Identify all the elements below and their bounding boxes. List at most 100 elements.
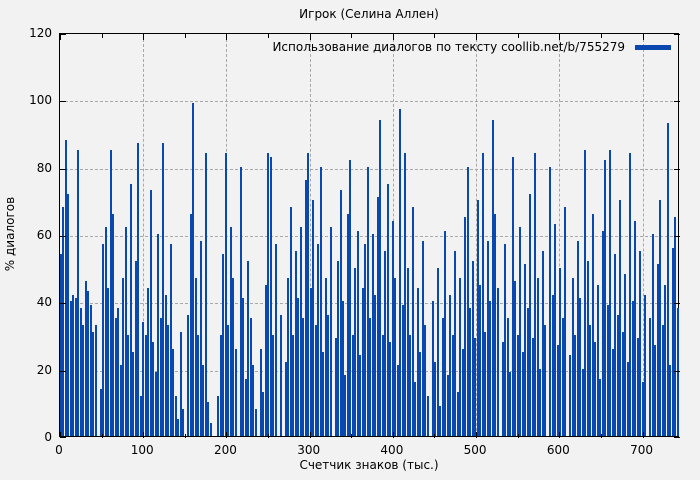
chart-bar — [324, 277, 327, 436]
chart-bar — [222, 254, 225, 436]
chart-bar — [339, 190, 342, 436]
chart-title: Игрок (Селина Аллен) — [299, 7, 439, 21]
x-tick-mark — [143, 432, 145, 438]
chart-bar — [164, 294, 167, 436]
chart-bar — [287, 277, 289, 436]
chart-bar — [666, 122, 669, 436]
chart-bar — [84, 281, 87, 436]
y-tick-label: 80 — [36, 160, 52, 175]
chart-bar — [514, 281, 517, 436]
legend-swatch — [635, 44, 671, 50]
chart-bar — [649, 318, 651, 436]
chart-bar — [479, 284, 482, 436]
chart-bar — [337, 260, 339, 436]
x-tick-mark — [392, 432, 394, 438]
y-tick-mark — [60, 303, 66, 305]
chart-bar — [426, 395, 429, 436]
y-tick-mark — [674, 303, 680, 305]
x-tick-mark — [476, 432, 478, 438]
x-minor-tick-mark — [517, 434, 519, 438]
chart-bar — [354, 267, 357, 436]
chart-bar — [142, 321, 145, 436]
chart-bar — [64, 139, 67, 436]
chart-bar — [174, 395, 177, 436]
x-minor-tick-mark — [351, 34, 353, 38]
chart-bar — [416, 287, 419, 436]
chart-bar — [486, 240, 489, 436]
x-minor-tick-mark — [184, 34, 186, 38]
chart-bar — [536, 277, 539, 436]
chart-bar — [619, 200, 622, 436]
chart-bar — [159, 318, 162, 436]
chart-bar — [591, 213, 594, 436]
chart-bar — [439, 405, 442, 436]
chart-bar — [67, 193, 70, 436]
x-minor-tick-mark — [184, 434, 186, 438]
gridline-vertical — [559, 34, 561, 436]
legend-label: Использование диалогов по тексту coollib… — [272, 40, 625, 54]
chart-bar — [471, 260, 474, 436]
chart-bar — [651, 234, 654, 436]
chart-bar — [469, 308, 472, 436]
chart-bar — [584, 149, 587, 436]
x-tick-label: 300 — [297, 443, 321, 457]
chart-bar — [179, 331, 182, 436]
chart-bar — [476, 200, 479, 436]
x-tick-label: 0 — [55, 443, 63, 457]
chart-bar — [464, 217, 467, 436]
chart-bar — [434, 361, 437, 436]
chart-bar — [454, 250, 457, 436]
chart-bar — [366, 166, 369, 436]
chart-bar — [192, 102, 195, 436]
chart-bar — [249, 318, 252, 436]
x-tick-mark — [60, 34, 61, 40]
x-tick-mark — [226, 34, 228, 40]
chart-bar — [414, 382, 417, 436]
chart-bar — [521, 351, 524, 436]
chart-bar — [576, 240, 579, 436]
y-tick-mark — [60, 34, 66, 35]
x-tick-label: 700 — [630, 443, 653, 457]
chart-bar — [381, 335, 384, 436]
chart-bar — [149, 190, 152, 436]
x-minor-tick-mark — [351, 434, 353, 438]
chart-bar — [489, 301, 492, 436]
chart-bar — [626, 361, 629, 436]
chart-bar — [564, 207, 567, 436]
chart-bar — [391, 220, 394, 436]
chart-bar — [99, 388, 102, 436]
x-minor-tick-mark — [517, 34, 519, 38]
chart-bar — [669, 365, 671, 436]
chart-bar — [376, 197, 379, 436]
chart-bar — [436, 267, 439, 436]
chart-bar — [329, 227, 332, 436]
chart-bar — [456, 392, 459, 436]
x-tick-mark — [476, 34, 478, 40]
chart-bar — [307, 153, 309, 436]
chart-bar — [269, 156, 272, 436]
chart-bar — [501, 341, 504, 436]
chart-bar — [182, 409, 185, 436]
chart-bar — [609, 149, 612, 436]
chart-bar — [374, 294, 377, 436]
chart-bar — [349, 159, 352, 436]
x-minor-tick-mark — [101, 34, 103, 38]
y-tick-label: 40 — [36, 295, 52, 310]
chart-bar — [394, 277, 397, 436]
chart-bar — [124, 227, 127, 436]
chart-bar — [674, 217, 676, 436]
chart-bar — [162, 143, 165, 436]
chart-bar — [406, 267, 409, 436]
chart-bar — [187, 314, 190, 436]
x-minor-tick-mark — [434, 34, 436, 38]
chart-bar — [661, 324, 664, 436]
chart-bar — [302, 318, 304, 436]
chart-bar — [466, 166, 469, 436]
chart-bar — [129, 183, 132, 436]
chart-bar — [304, 180, 307, 436]
x-minor-tick-mark — [434, 434, 436, 438]
chart-bar — [346, 213, 349, 436]
chart-bar — [334, 338, 337, 436]
chart-bar — [262, 392, 265, 436]
chart-bar — [259, 348, 262, 436]
